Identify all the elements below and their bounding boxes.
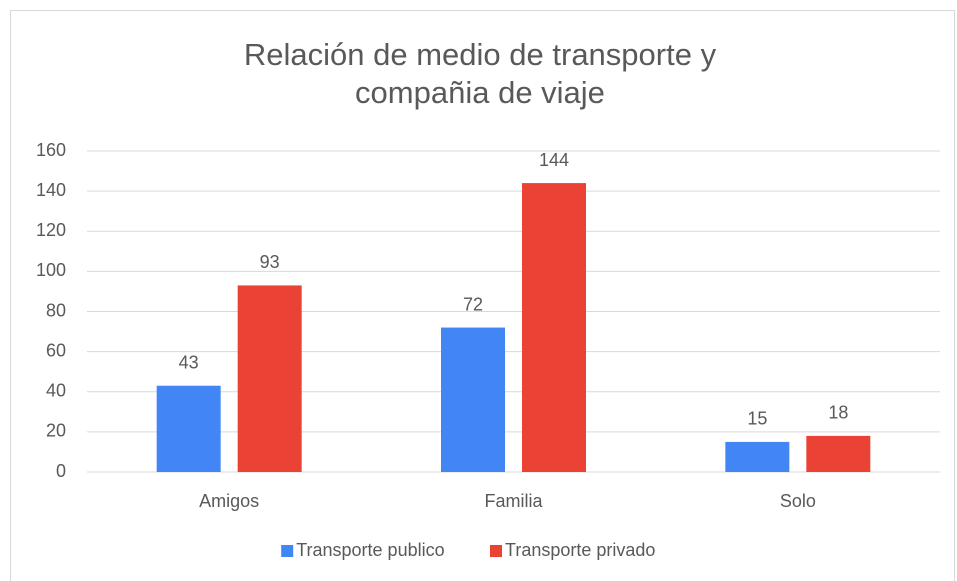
data-label: 15 [747, 409, 767, 429]
bar [725, 441, 790, 472]
chart-border [10, 10, 955, 581]
y-tick-label: 160 [36, 140, 66, 160]
data-label: 43 [179, 352, 199, 372]
bar [522, 183, 586, 472]
y-tick-label: 100 [36, 260, 66, 280]
legend-swatch [490, 545, 502, 557]
chart-title: Relación de medio de transporte y compañ… [243, 37, 717, 110]
data-label: 72 [463, 294, 483, 314]
y-tick-label: 60 [46, 340, 66, 360]
y-tick-label: 140 [36, 180, 66, 200]
y-tick-label: 40 [46, 381, 66, 401]
x-tick-label: Familia [484, 491, 543, 511]
bar [441, 327, 505, 472]
y-tick-label: 0 [56, 461, 66, 481]
x-tick-label: Amigos [199, 491, 259, 511]
data-label: 144 [539, 150, 569, 170]
y-tick-label: 80 [46, 300, 66, 320]
x-tick-label: Solo [780, 491, 816, 511]
legend-swatch [281, 545, 294, 557]
data-label: 93 [260, 252, 280, 272]
legend-label: Transporte privado [505, 540, 655, 560]
legend-label: Transporte publico [296, 540, 444, 560]
y-tick-label: 20 [46, 421, 66, 441]
bar [237, 285, 302, 472]
y-tick-label: 120 [36, 220, 66, 240]
data-label: 18 [828, 403, 848, 423]
bar [806, 435, 871, 472]
bar [156, 385, 221, 472]
